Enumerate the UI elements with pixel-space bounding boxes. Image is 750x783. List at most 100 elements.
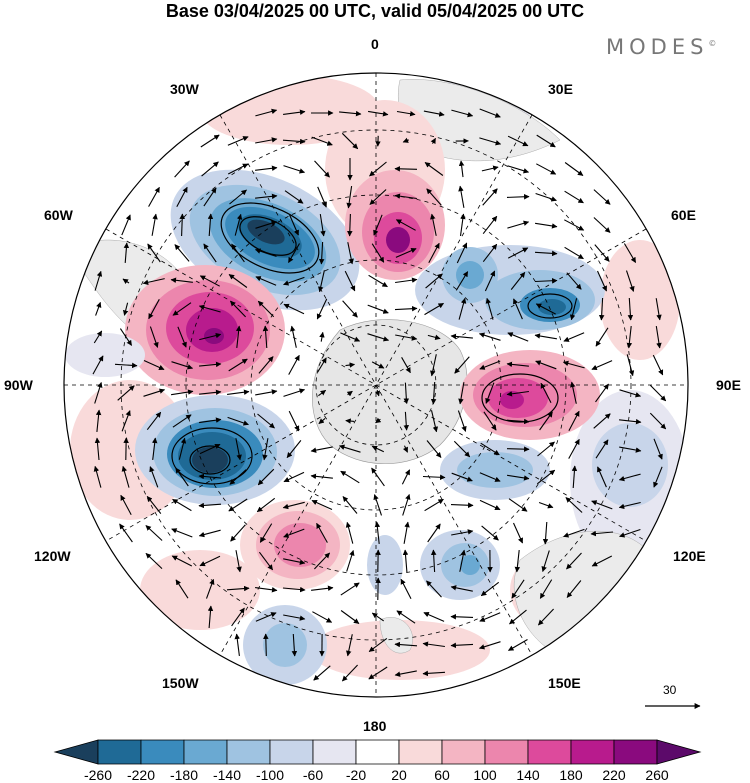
wind-vector	[450, 333, 473, 340]
wind-vector	[457, 410, 467, 432]
wind-vector	[536, 163, 557, 175]
wind-vector	[367, 333, 390, 342]
wind-vector	[291, 633, 298, 657]
wind-vector	[403, 411, 410, 431]
wind-vector	[174, 160, 190, 178]
wind-vector	[175, 579, 189, 599]
wind-vector	[512, 522, 524, 544]
wind-vector	[536, 469, 556, 485]
colorbar-cell	[355, 739, 400, 765]
wind-vector	[198, 304, 221, 313]
wind-vector	[566, 552, 582, 570]
wind-vector	[229, 469, 247, 485]
wind-vector	[283, 528, 305, 538]
wind-vector	[316, 522, 328, 543]
wind-vector	[368, 274, 388, 288]
wind-vector	[94, 381, 103, 404]
wind-vector	[255, 389, 278, 396]
wind-vector	[170, 277, 193, 284]
colorbar-cell	[226, 739, 271, 765]
wind-vector	[255, 276, 277, 286]
wind-vector	[345, 418, 355, 424]
wind-vector	[591, 500, 613, 510]
wind-vector	[346, 549, 355, 572]
wind-vector	[262, 325, 269, 349]
wind-vector	[539, 411, 553, 431]
wind-vector	[395, 219, 416, 231]
colorbar-tick-label: -20	[345, 767, 367, 783]
wind-vector	[458, 297, 467, 320]
wind-vector	[507, 165, 530, 174]
wind-vector	[227, 136, 249, 146]
wind-vector	[310, 446, 333, 453]
wind-vector	[371, 243, 385, 263]
map-disk	[64, 73, 688, 697]
wind-vector	[396, 110, 416, 117]
wind-vector	[345, 362, 356, 368]
wind-vector	[283, 471, 305, 483]
wind-vector	[618, 473, 641, 482]
wind-vector	[395, 248, 417, 258]
wind-vector	[93, 330, 103, 344]
wind-vector	[619, 389, 642, 398]
wind-vector	[506, 194, 530, 200]
wind-vector	[230, 524, 246, 542]
wind-vector	[538, 608, 554, 626]
wind-vector	[535, 192, 557, 202]
wind-vector	[428, 242, 440, 263]
wind-vector	[482, 188, 498, 206]
wind-vector	[479, 499, 501, 511]
lon-label-180: 180	[363, 718, 387, 734]
wind-vector	[318, 417, 326, 425]
wind-vector	[231, 607, 245, 627]
wind-vector	[146, 495, 162, 514]
wind-vector	[283, 276, 305, 286]
wind-vector	[371, 467, 385, 487]
colorbar-cell	[527, 739, 572, 765]
lon-label-90w: 90W	[4, 377, 33, 393]
wind-vector	[401, 357, 411, 374]
wind-vector	[427, 334, 441, 341]
wind-vector	[506, 418, 530, 425]
positive-anomaly-south-pacific-east	[125, 265, 285, 395]
wind-vector	[341, 132, 359, 150]
wind-vector	[394, 670, 417, 677]
wind-vector	[478, 641, 501, 650]
wind-vector	[174, 244, 190, 262]
wind-vector	[94, 270, 103, 291]
wind-vector	[288, 410, 300, 432]
positive-anomaly-east-indian	[460, 350, 600, 440]
wind-vector	[311, 585, 334, 592]
wind-vector	[374, 521, 381, 544]
wind-vector	[171, 361, 194, 370]
wind-vector	[148, 299, 160, 320]
wind-vector	[373, 494, 383, 516]
wind-vector	[394, 193, 417, 200]
wind-vector	[234, 633, 240, 656]
wind-vectors	[92, 108, 667, 682]
graticule	[64, 73, 688, 697]
wind-vector	[507, 135, 529, 147]
wind-vector	[255, 587, 278, 593]
wind-vector	[172, 302, 192, 316]
wind-vector	[394, 166, 418, 172]
wind-vector	[403, 521, 410, 544]
lon-label-0: 0	[371, 36, 379, 52]
wind-vector	[319, 214, 326, 237]
wind-vector	[540, 382, 552, 404]
wind-vector	[95, 409, 102, 432]
wind-vector	[422, 474, 446, 481]
wind-vector	[510, 271, 526, 290]
wind-vector	[121, 410, 131, 432]
wind-vector	[513, 298, 523, 320]
wind-vector	[198, 473, 222, 480]
wind-vector	[568, 438, 580, 459]
wind-vector	[593, 413, 611, 429]
negative-anomaly-indian-ocean	[415, 245, 605, 335]
wind-vector	[95, 301, 102, 316]
wind-vector	[176, 186, 188, 207]
wind-vector	[430, 381, 437, 405]
colorbar-cell	[613, 739, 658, 765]
wind-vector	[338, 444, 361, 453]
wind-vector	[369, 161, 387, 177]
